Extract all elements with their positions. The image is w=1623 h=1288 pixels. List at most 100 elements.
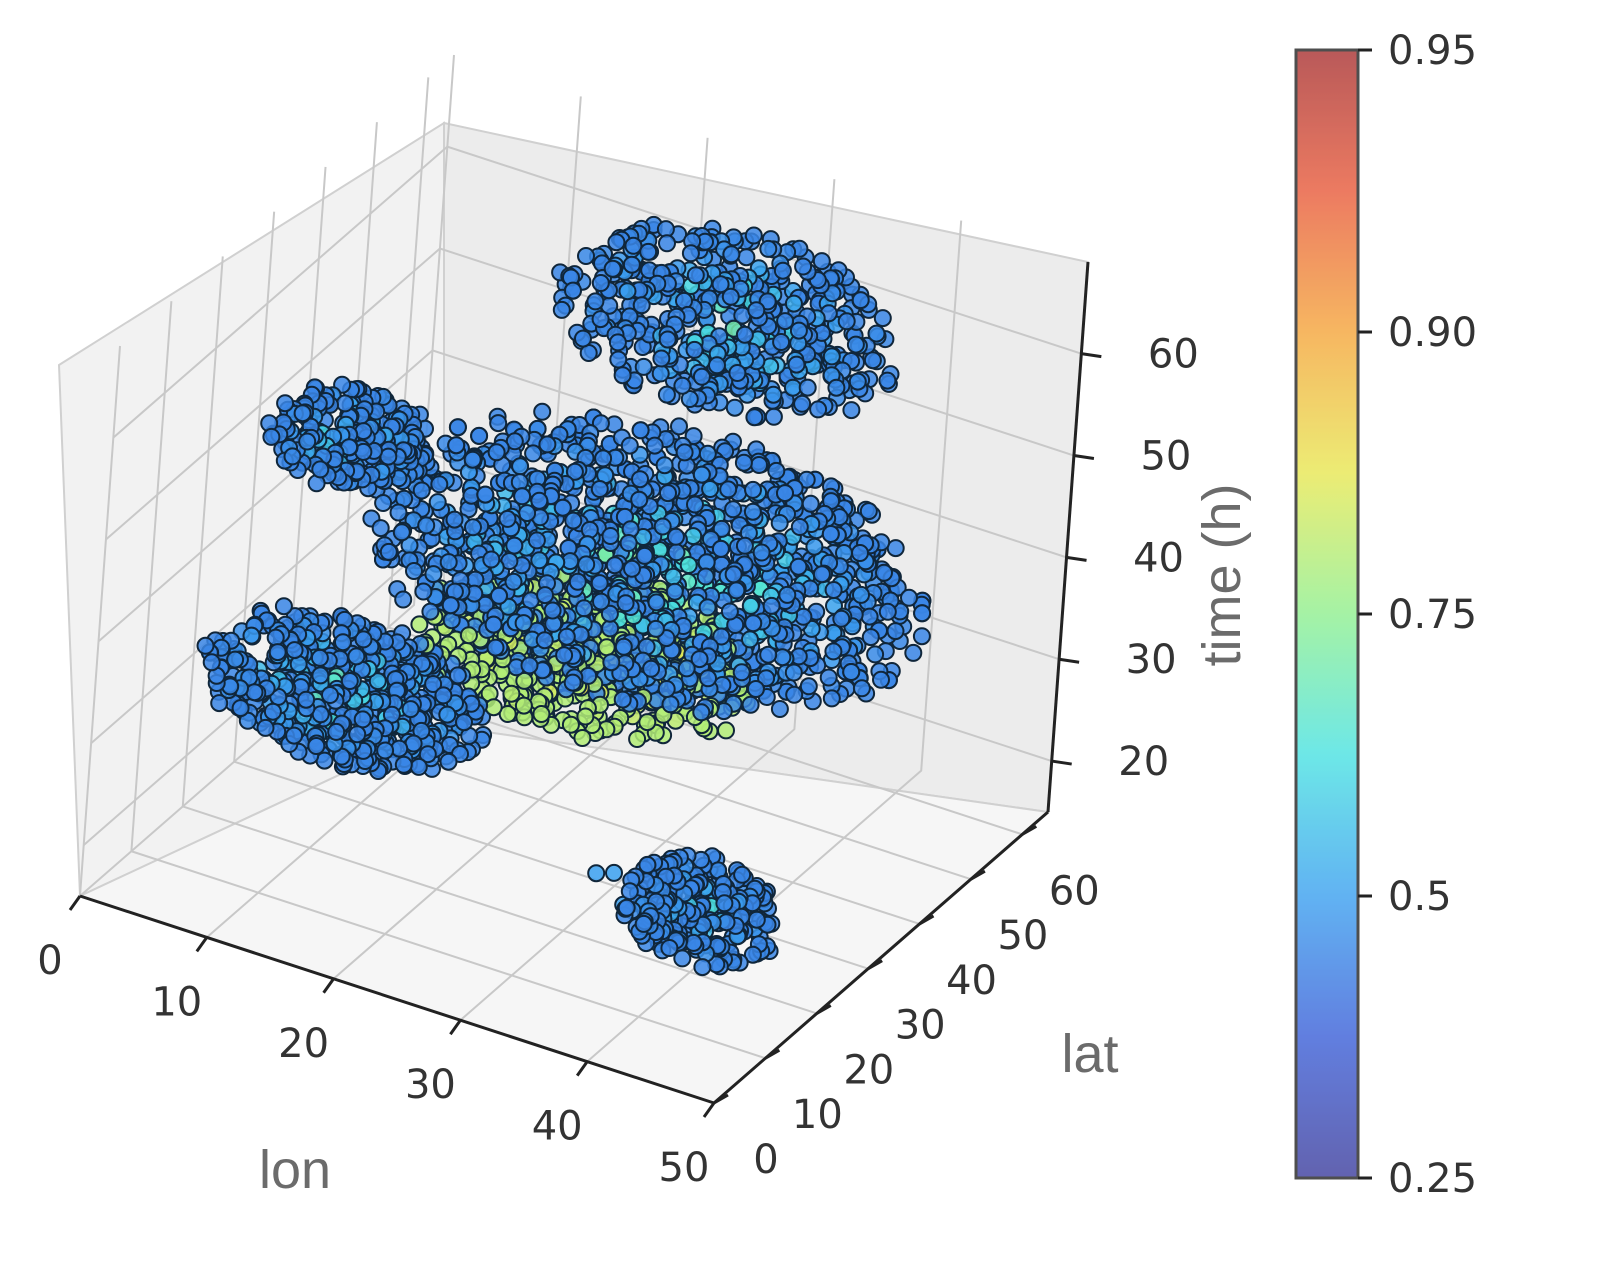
colorbar-ticks: 0.95 0.90 0.75 0.5 0.25 (1358, 28, 1477, 1202)
data-point (790, 518, 809, 536)
data-point (622, 255, 641, 274)
data-point (812, 565, 831, 584)
data-point (686, 266, 705, 285)
data-point (563, 673, 582, 692)
data-point (809, 400, 828, 419)
data-point (659, 484, 677, 503)
colorbar-tick-label: 0.95 (1388, 28, 1477, 74)
data-point (734, 453, 753, 472)
data-point (667, 543, 686, 562)
data-point (652, 349, 671, 368)
data-point (912, 627, 931, 646)
data-point (655, 456, 674, 475)
x-tick-label: 40 (532, 1104, 583, 1150)
data-point (263, 702, 282, 721)
data-point (555, 646, 574, 665)
data-point (620, 436, 639, 455)
data-point (368, 672, 387, 691)
data-point (741, 630, 759, 649)
data-point (564, 281, 582, 300)
data-point (591, 274, 610, 292)
y-axis-label: lat (1061, 1024, 1118, 1084)
data-point (638, 713, 657, 732)
data-point (812, 252, 831, 271)
y-tick-mark (816, 1004, 832, 1015)
data-point (801, 494, 820, 513)
data-point (527, 531, 546, 550)
data-point (747, 301, 766, 320)
x-tick-mark (195, 936, 209, 953)
data-point (752, 543, 771, 562)
data-point (340, 672, 359, 690)
data-point (721, 287, 740, 306)
data-point (776, 484, 794, 503)
z-tick-mark (1051, 759, 1072, 766)
data-point (530, 491, 549, 510)
data-point (327, 722, 346, 741)
data-point (762, 596, 781, 615)
data-point (645, 436, 664, 455)
data-point (824, 581, 843, 599)
data-point (518, 504, 537, 523)
data-point (724, 565, 743, 584)
colorbar (1294, 48, 1360, 1180)
data-point (832, 609, 851, 628)
data-point (609, 350, 628, 369)
data-point (744, 614, 763, 633)
data-point (568, 572, 587, 591)
data-point (852, 585, 870, 604)
x-tick-label: 10 (151, 979, 202, 1025)
data-point (334, 633, 352, 652)
data-point (459, 626, 478, 645)
data-point (226, 650, 245, 669)
x-tick-mark (575, 1060, 589, 1077)
data-point (767, 461, 786, 480)
colorbar-tick-label: 0.5 (1388, 874, 1452, 920)
z-tick-mark (1073, 454, 1095, 461)
data-point (434, 686, 453, 705)
x-tick-mark (68, 895, 82, 911)
data-point (735, 536, 754, 555)
data-point (489, 414, 508, 433)
data-point (620, 882, 639, 901)
data-point (657, 385, 676, 404)
grid-line-y (130, 301, 766, 1060)
data-point (276, 394, 295, 413)
data-point (576, 707, 595, 726)
data-point (784, 294, 803, 313)
data-point (311, 460, 330, 479)
data-point (379, 542, 398, 561)
data-point (715, 894, 734, 913)
data-point (597, 638, 616, 657)
data-point (913, 604, 932, 623)
data-point (564, 511, 583, 530)
data-point (424, 565, 443, 584)
data-point (635, 546, 654, 565)
data-point (476, 485, 495, 504)
data-point (827, 378, 846, 397)
data-point (658, 234, 676, 253)
data-point (498, 705, 517, 723)
data-point (514, 696, 533, 715)
x-tick-label: 0 (37, 938, 62, 984)
y-tick-mark (1021, 825, 1038, 836)
data-point (557, 627, 576, 646)
data-point (719, 480, 738, 499)
data-point (285, 641, 304, 660)
data-point (392, 523, 411, 542)
data-point (878, 602, 897, 621)
data-point (764, 385, 783, 404)
data-point (744, 226, 763, 245)
data-point (728, 364, 747, 382)
data-point (298, 432, 317, 451)
y-tick-label: 50 (997, 913, 1048, 959)
data-point (311, 666, 330, 685)
data-point (875, 563, 893, 582)
data-point (873, 309, 892, 328)
data-point (693, 958, 712, 977)
y-tick-label: 10 (792, 1092, 843, 1138)
data-point (412, 481, 431, 500)
data-point (447, 436, 466, 455)
data-point (439, 553, 458, 572)
